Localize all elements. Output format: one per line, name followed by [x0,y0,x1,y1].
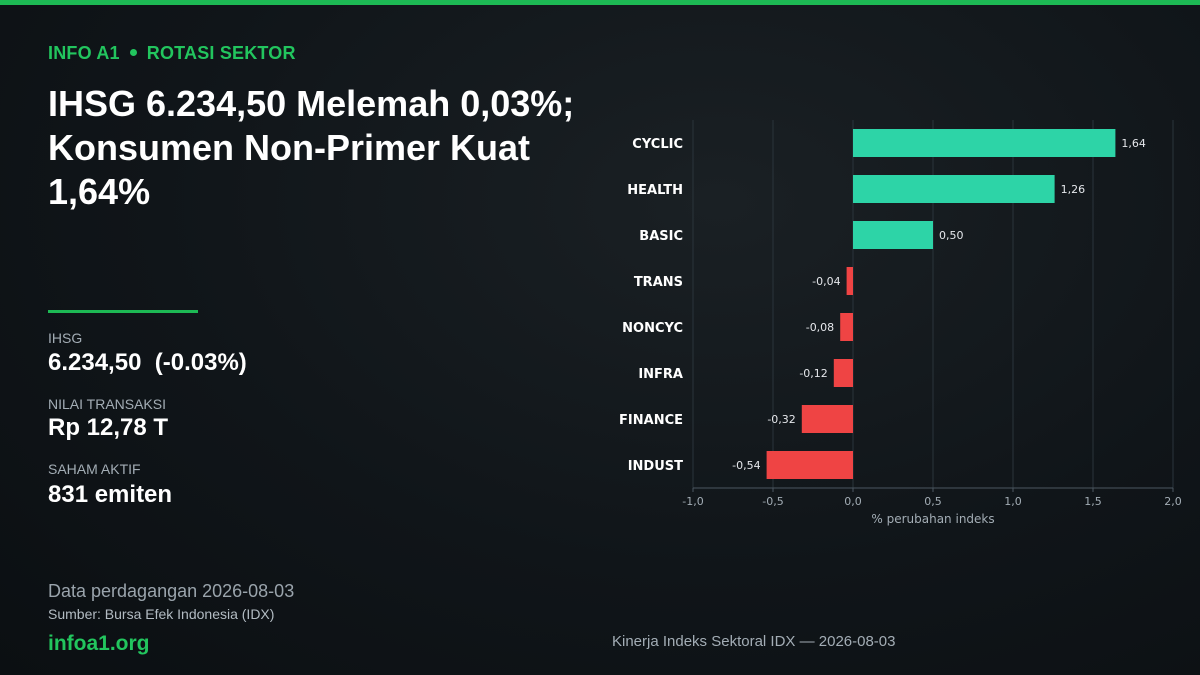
x-axis-title: % perubahan indeks [871,512,994,526]
bar-indust [766,451,853,479]
value-label: 1,64 [1121,137,1146,150]
category-label: BASIC [639,229,683,244]
top-accent-bar [0,0,1200,5]
category-label: INFRA [638,367,683,382]
chart-caption: Kinerja Indeks Sektoral IDX — 2026-08-03 [612,633,896,650]
bar-cyclic [853,129,1116,157]
x-tick-label: -1,0 [682,495,703,508]
value-label: 1,26 [1061,183,1086,196]
bar-infra [833,359,853,387]
value-label: -0,12 [799,367,827,380]
category-label: TRANS [634,275,683,290]
x-tick-label: 0,5 [924,495,942,508]
x-tick-label: 2,0 [1164,495,1182,508]
brand-link[interactable]: infoa1.org [48,632,150,655]
value-label: -0,32 [767,413,795,426]
value-label: -0,08 [806,321,834,334]
category-label: FINANCE [619,413,683,428]
tag-label: INFO A1 [48,43,120,63]
data-source: Sumber: Bursa Efek Indonesia (IDX) [48,606,275,622]
stat-value-ihsg: 6.234,50 (-0.03%) [48,349,247,376]
kicker: INFO A1 ROTASI SEKTOR [48,43,296,64]
value-label: -0,54 [732,459,760,472]
x-tick-label: 0,0 [844,495,862,508]
divider [48,310,198,313]
bar-noncyc [840,313,853,341]
stat-label-active-stocks: SAHAM AKTIF [48,461,141,477]
stat-label-transaction: NILAI TRANSAKSI [48,396,167,412]
headline: IHSG 6.234,50 Melemah 0,03%; Konsumen No… [48,83,575,212]
value-label: -0,04 [812,275,840,288]
bar-basic [853,221,933,249]
bar-trans [846,267,853,295]
category-label: CYCLIC [632,137,683,152]
stat-label-ihsg: IHSG [48,330,83,346]
stat-value-transaction: Rp 12,78 T [48,414,169,441]
value-label: 0,50 [939,229,964,242]
trading-date: Data perdagangan 2026-08-03 [48,581,295,601]
x-tick-label: 1,0 [1004,495,1022,508]
sector-bar-chart: -1,0 -0,5 0,0 0,5 1,0 1,5 2,0 % perubahan indek… [619,120,1182,526]
category-label: NONCYC [622,321,683,336]
x-tick-label: 1,5 [1084,495,1102,508]
bar-finance [801,405,853,433]
bar-health [853,175,1055,203]
section-label: ROTASI SEKTOR [146,43,296,63]
stat-value-active-stocks: 831 emiten [48,481,173,508]
bullet-dot-icon [129,49,137,57]
category-label: INDUST [628,459,683,474]
x-tick-label: -0,5 [762,495,783,508]
category-label: HEALTH [627,183,683,198]
